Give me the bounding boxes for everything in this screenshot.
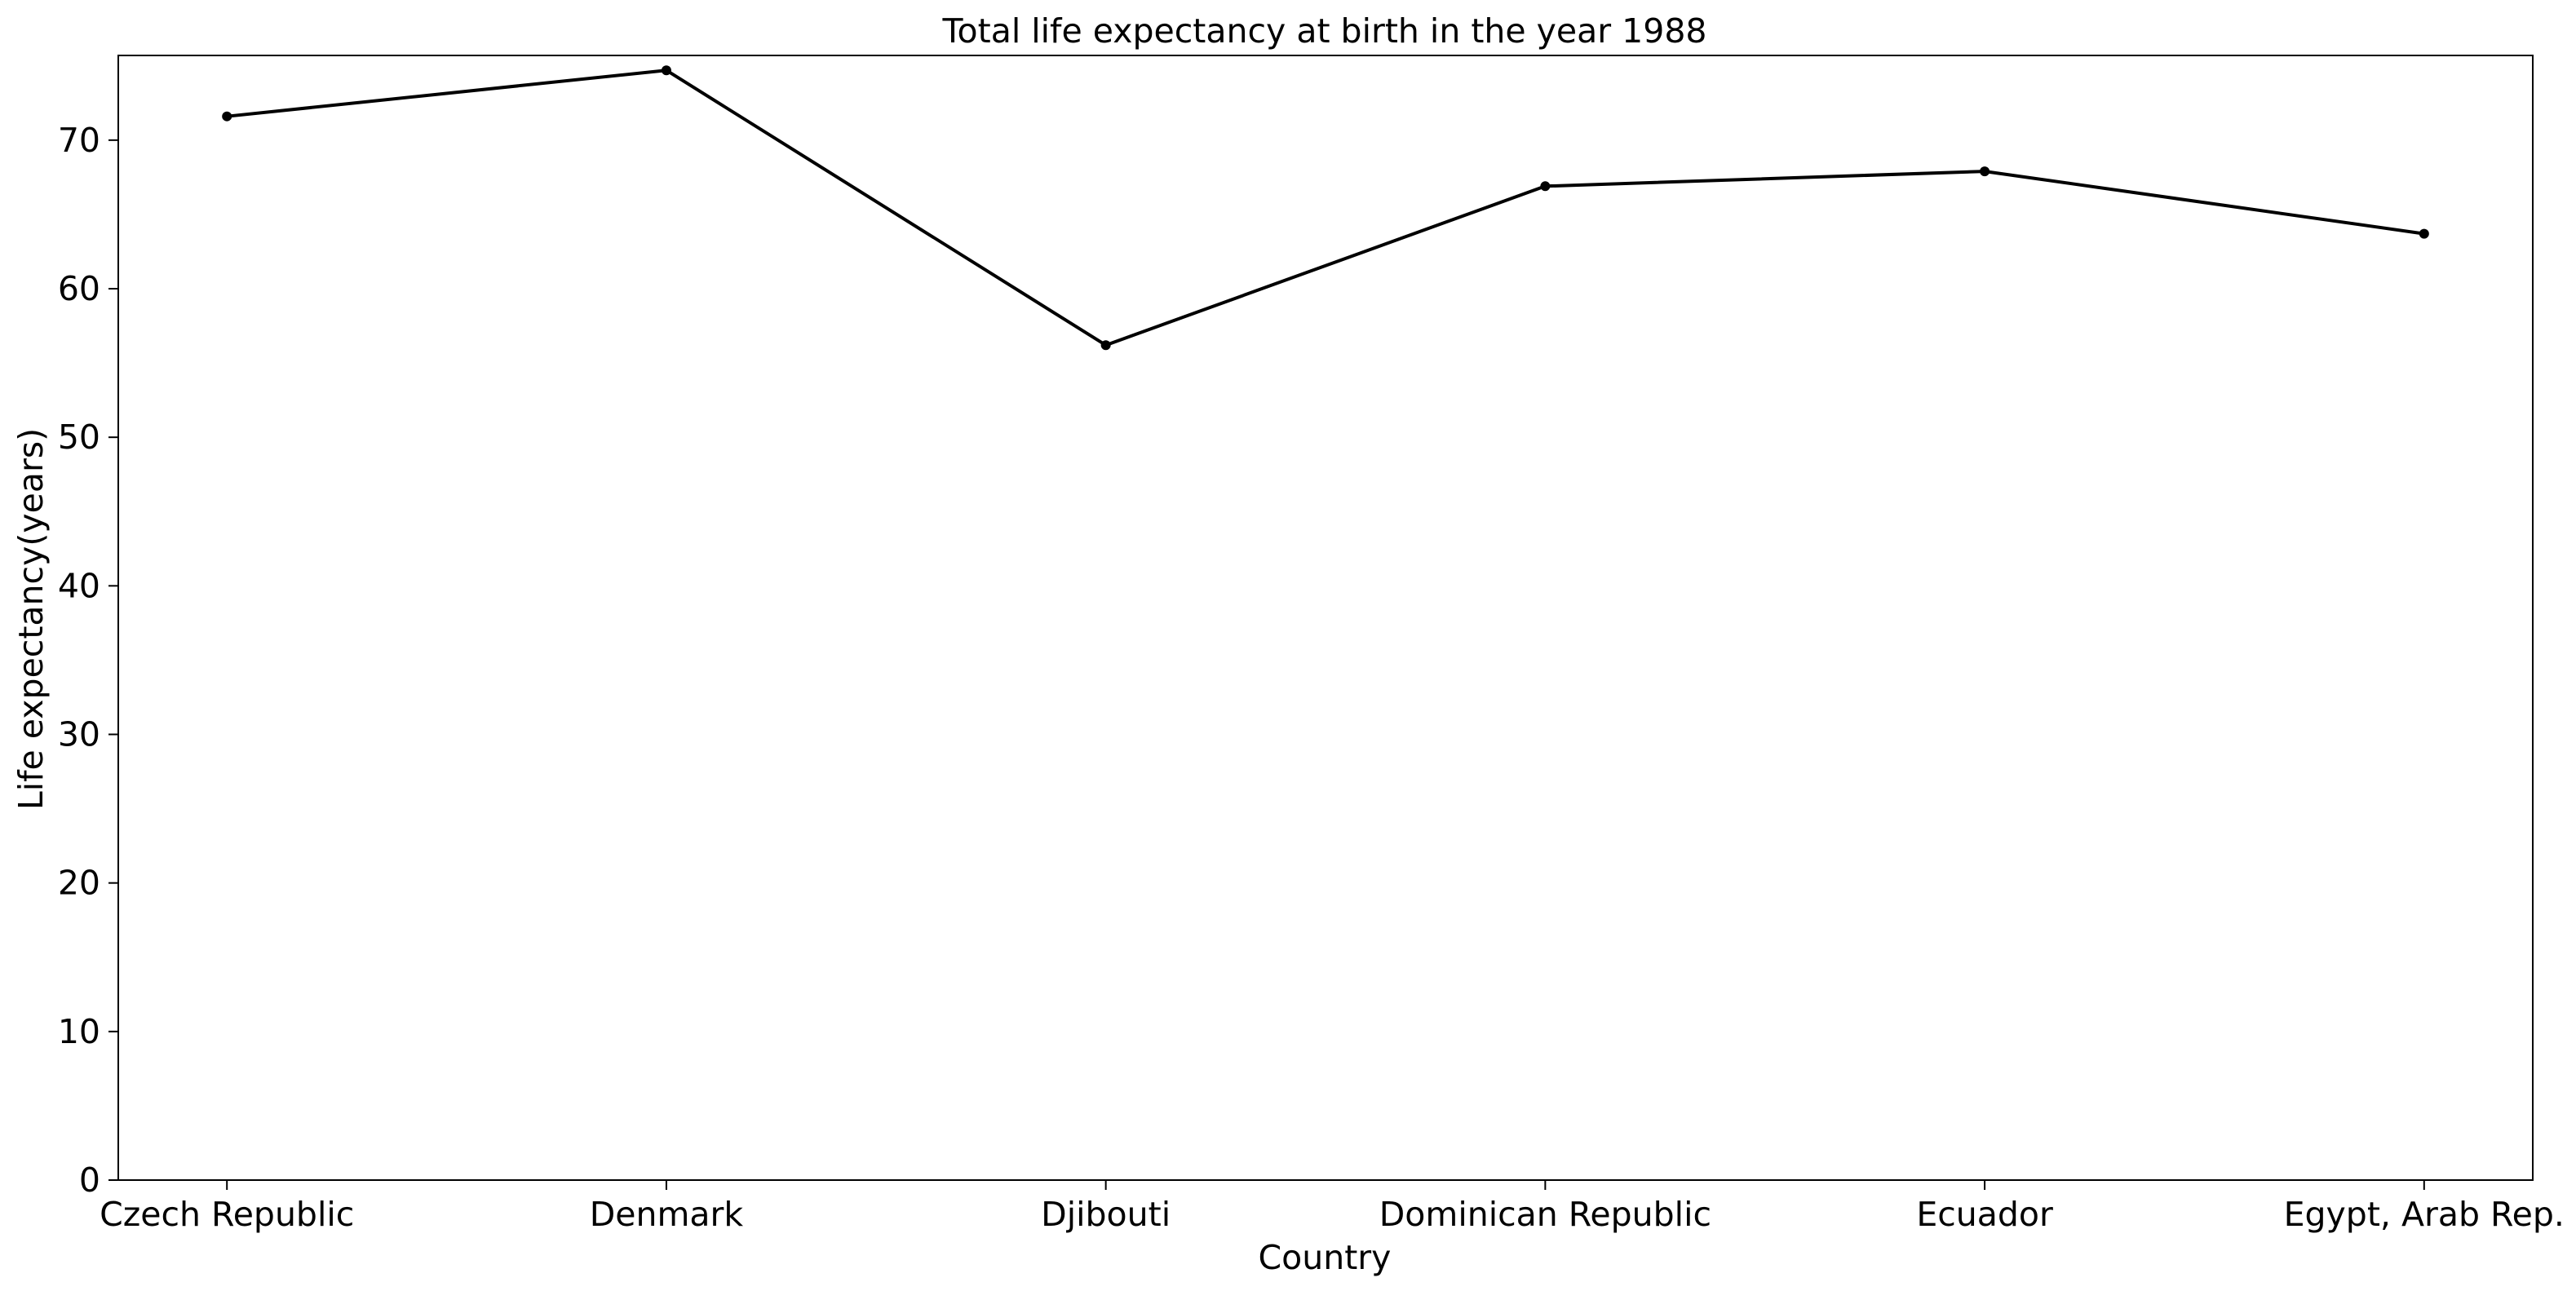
plot-frame (117, 55, 2534, 1181)
x-tick-label: Djibouti (1041, 1195, 1171, 1234)
data-point (222, 111, 232, 122)
data-point (2419, 228, 2429, 239)
y-tick-label: 50 (58, 418, 100, 457)
y-tick-label: 0 (79, 1161, 100, 1200)
data-point (661, 65, 671, 76)
y-axis-label: Life expectancy(years) (11, 428, 51, 810)
x-axis-ticks: Czech Republic Denmark Djibouti Dominican R… (100, 1180, 2565, 1234)
x-tick-label: Ecuador (1916, 1195, 2053, 1234)
series-layer (222, 65, 2429, 351)
y-tick-label: 10 (58, 1012, 100, 1051)
y-tick-label: 40 (58, 566, 100, 605)
x-tick-label: Dominican Republic (1379, 1195, 1711, 1234)
data-point (1980, 166, 1990, 177)
y-tick-label: 70 (58, 121, 100, 160)
y-axis-ticks: 0 10 20 30 40 50 60 70 (58, 121, 118, 1200)
x-tick-label: Egypt, Arab Rep. (2284, 1195, 2565, 1234)
y-tick-label: 30 (58, 715, 100, 754)
x-tick-label: Czech Republic (100, 1195, 354, 1234)
data-point (1540, 181, 1551, 192)
y-tick-label: 60 (58, 269, 100, 308)
y-tick-label: 20 (58, 864, 100, 903)
plot-area (117, 55, 2534, 1181)
data-point (1100, 340, 1111, 351)
chart-title: Total life expectancy at birth in the ye… (941, 11, 1706, 51)
series-line (226, 69, 2425, 347)
x-tick-label: Denmark (590, 1195, 744, 1234)
x-axis-label: Country (1259, 1238, 1392, 1277)
